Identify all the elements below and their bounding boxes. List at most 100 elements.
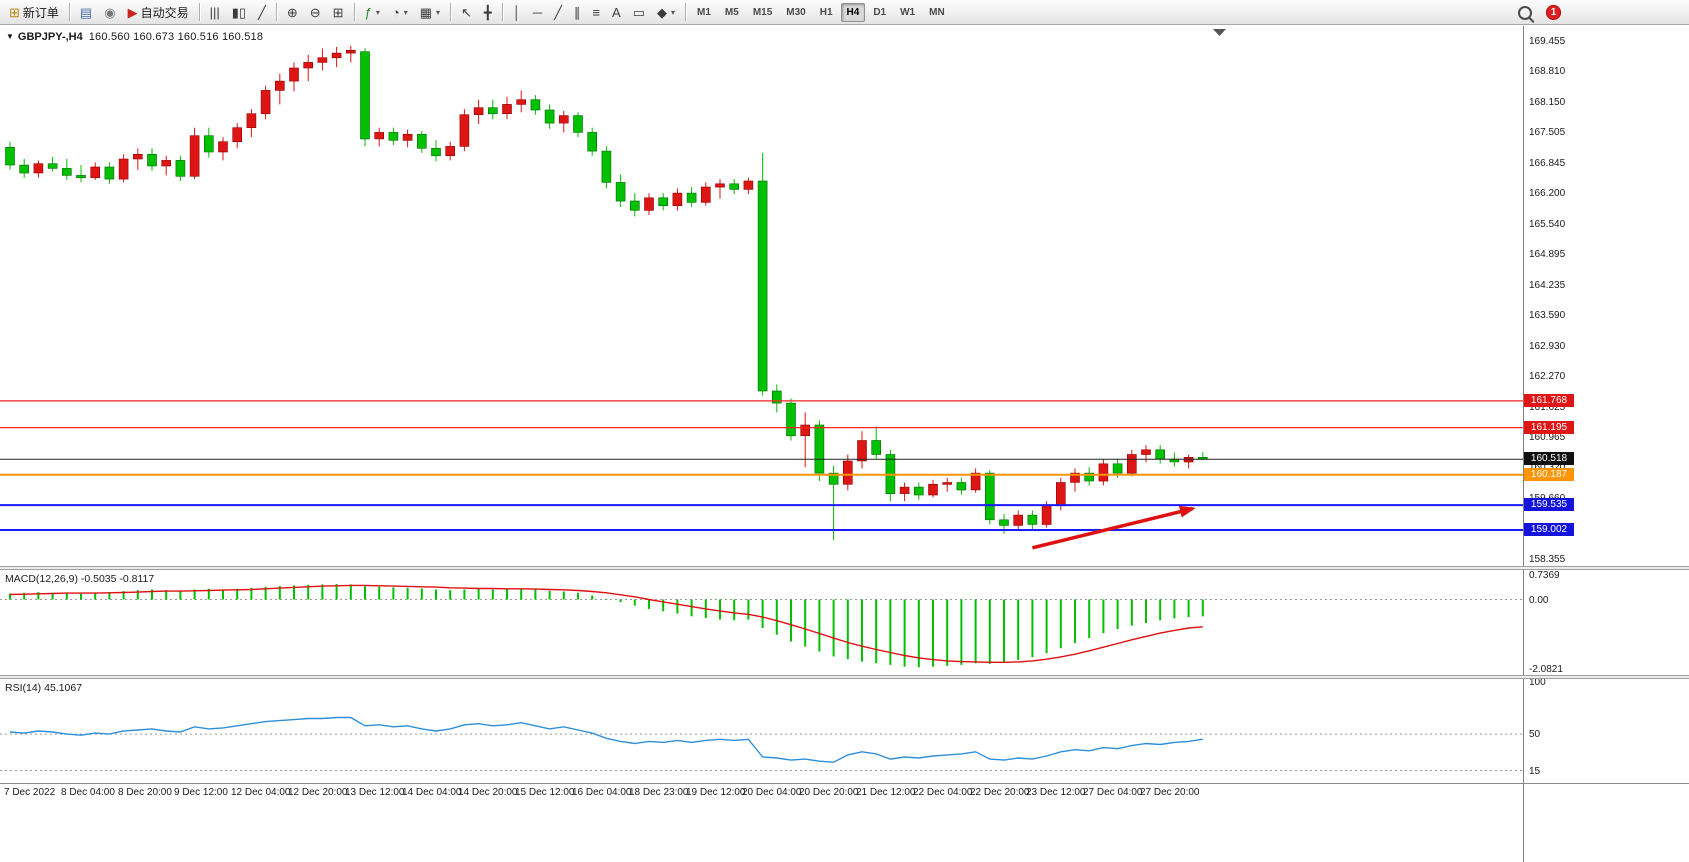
timeframe-button-w1[interactable]: W1 — [900, 6, 916, 18]
new-order-button[interactable]: ⊞ 新订单 — [4, 1, 64, 24]
candle-body — [1041, 505, 1052, 525]
new-order-icon: ⊞ — [9, 4, 20, 20]
trend-arrow[interactable] — [1031, 505, 1196, 550]
toolbar-buttons: ⊞ 新订单 ▤ ◉ ▶ 自动交易 ||| ▮▯ ╱ ⊕ ⊖ ⊞ ƒ ▾ ◔ ▾ ▦ ▾ ↖ ╋ │ ─ ╱ ∥ ≡ A ▭ ◆ ▾ M1 M… — [3, 0, 952, 24]
candle-body — [672, 192, 683, 207]
text-label-button[interactable]: ▭ — [628, 1, 650, 24]
fibonacci-button[interactable]: ≡ — [587, 1, 605, 24]
candle-body — [274, 80, 285, 91]
candle-body — [218, 141, 228, 153]
candlestick-chart-button[interactable]: ▮▯ — [227, 1, 251, 24]
timeframe-button-d1[interactable]: D1 — [873, 6, 887, 18]
trendline-button[interactable]: ╱ — [549, 1, 567, 24]
zoom-in-button[interactable]: ⊕ — [282, 1, 303, 24]
periods-icon: ◔ — [391, 4, 400, 20]
rsi-values: 45.1067 — [44, 682, 83, 694]
timeframe-button-m30[interactable]: M30 — [786, 6, 806, 18]
candle-body — [147, 154, 157, 167]
bar-chart-icon: ||| — [209, 4, 220, 20]
price-axis-label: 168.810 — [1529, 66, 1566, 77]
periods-button[interactable]: ◔ ▾ — [387, 1, 413, 24]
profiles-button[interactable]: ▤ — [75, 1, 97, 24]
vertical-line-icon: │ — [512, 4, 521, 20]
candle-body — [33, 163, 44, 174]
candle-body — [431, 148, 441, 157]
rsi-header: RSI(14) 45.1067 — [5, 682, 82, 694]
candle-body — [629, 200, 640, 211]
vertical-line-button[interactable]: │ — [508, 1, 526, 24]
text-button[interactable]: A — [607, 1, 626, 24]
price-axis[interactable]: 169.455 168.810 168.150 167.505 166.845 166.2… — [1523, 26, 1689, 862]
toolbar-separator — [353, 3, 355, 21]
cursor-button[interactable]: ↖ — [456, 1, 477, 24]
candle-body — [289, 67, 299, 82]
candle-body — [331, 52, 342, 59]
search-icon[interactable] — [1518, 5, 1532, 20]
zoom-out-button[interactable]: ⊖ — [305, 1, 326, 24]
macd-chart-canvas[interactable] — [0, 570, 1523, 675]
timeframe-button-m15[interactable]: M15 — [752, 6, 773, 18]
candle-body — [516, 99, 527, 105]
candle-body — [771, 390, 782, 404]
chevron-down-icon: ▾ — [403, 7, 408, 17]
notification-badge[interactable]: 1 — [1546, 5, 1561, 20]
horizontal-line-button[interactable]: ─ — [528, 1, 547, 24]
candle-body — [828, 472, 839, 485]
equidistant-channel-button[interactable]: ∥ — [569, 1, 586, 24]
fibonacci-icon: ≡ — [592, 4, 601, 20]
bar-chart-button[interactable]: ||| — [205, 1, 225, 24]
candle-body — [232, 127, 242, 142]
candle-body — [601, 150, 612, 183]
candle-body — [1056, 482, 1066, 507]
candle-body — [956, 482, 967, 491]
time-axis[interactable]: 7 Dec 2022 8 Dec 04:00 8 Dec 20:00 9 Dec 12… — [0, 786, 1523, 802]
line-chart-button[interactable]: ╱ — [253, 1, 271, 24]
candle-body — [5, 147, 15, 166]
signals-button[interactable]: ◉ — [99, 1, 120, 24]
chevron-down-icon: ▾ — [436, 7, 441, 17]
price-axis-label: 168.150 — [1529, 97, 1566, 108]
candle-body — [118, 158, 129, 180]
main-toolbar: ⊞ 新订单 ▤ ◉ ▶ 自动交易 ||| ▮▯ ╱ ⊕ ⊖ ⊞ ƒ ▾ ◔ ▾ ▦ ▾ ↖ ╋ │ ─ ╱ ∥ ≡ A ▭ ◆ ▾ M1 M… — [0, 0, 1689, 25]
tile-windows-button[interactable]: ⊞ — [328, 1, 349, 24]
templates-button[interactable]: ▦ ▾ — [415, 1, 445, 24]
timeframe-button-h1[interactable]: H1 — [819, 6, 833, 18]
time-axis-label: 12 Dec 20:00 — [288, 787, 348, 798]
timeframe-button-m1[interactable]: M1 — [697, 6, 711, 18]
chart-collapse-icon[interactable]: ▼ — [6, 32, 14, 41]
chevron-down-icon: ▾ — [375, 7, 380, 17]
indicators-button[interactable]: ƒ ▾ — [360, 1, 385, 24]
price-axis-label: 165.540 — [1529, 219, 1566, 230]
crosshair-button[interactable]: ╋ — [479, 1, 497, 24]
macd-header: MACD(12,26,9) -0.5035 -0.8117 — [5, 573, 154, 585]
candle-body — [842, 460, 853, 485]
autotrade-button[interactable]: ▶ 自动交易 — [123, 1, 194, 24]
rsi-chart-canvas[interactable] — [0, 679, 1523, 783]
timeframe-button-m5[interactable]: M5 — [724, 6, 739, 18]
candle-body — [970, 472, 981, 491]
candle-body — [928, 483, 938, 496]
candle-body — [104, 166, 115, 180]
zoom-out-icon: ⊖ — [309, 4, 321, 20]
time-axis-label: 21 Dec 12:00 — [856, 787, 916, 798]
candle-body — [644, 197, 654, 211]
panel-separator[interactable] — [0, 675, 1689, 679]
price-chart-canvas[interactable] — [0, 26, 1523, 566]
candle-body — [388, 132, 399, 141]
arrows-button[interactable]: ◆ ▾ — [652, 1, 680, 24]
time-axis-label: 14 Dec 04:00 — [402, 787, 462, 798]
cursor-icon: ↖ — [461, 4, 472, 20]
timeframe-button-h4[interactable]: H4 — [840, 2, 866, 22]
candle-body — [999, 519, 1009, 526]
rsi-axis-label: 100 — [1529, 677, 1546, 688]
chart-shift-icon[interactable] — [1213, 29, 1226, 36]
time-axis-label: 18 Dec 23:00 — [629, 787, 689, 798]
rsi-axis-label: 50 — [1529, 729, 1541, 740]
price-tag: 161.195 — [1524, 421, 1574, 434]
candle-body — [345, 49, 356, 54]
panel-separator[interactable] — [0, 566, 1689, 570]
time-axis-label: 13 Dec 12:00 — [345, 787, 405, 798]
timeframe-button-mn[interactable]: MN — [929, 6, 945, 18]
candle-body — [19, 164, 30, 174]
indicators-icon: ƒ — [364, 4, 372, 20]
